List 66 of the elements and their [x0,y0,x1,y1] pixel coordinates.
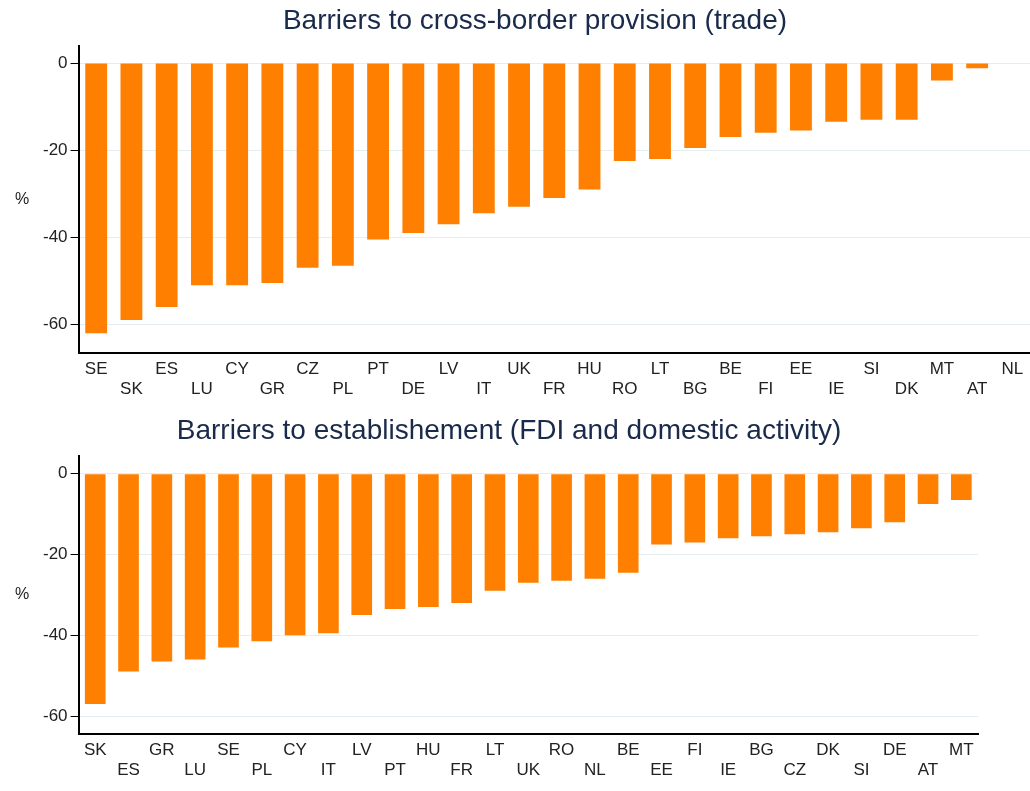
y-tick-label: 0 [58,52,68,72]
x-tick-label: IE [720,760,737,780]
x-tick-label: IT [476,379,492,399]
x-tick-label: EE [650,760,673,780]
x-tick-label: NL [584,760,606,780]
x-tick-label: LU [191,379,213,399]
x-tick-label: DK [894,379,920,399]
x-tick-label: FR [450,760,473,780]
x-tick-label: ES [155,359,179,379]
x-tick-label: SE [84,359,108,379]
chart-title: Barriers to establishement (FDI and domestic activity) [176,413,842,445]
x-tick-label: GR [149,740,175,760]
x-tick-label: RO [612,379,638,399]
x-tick-label: LV [351,740,373,760]
x-tick-label: PL [251,760,273,780]
x-tick-label: CY [283,740,307,760]
x-tick-label: HU [577,359,602,379]
x-tick-label: SE [217,740,240,760]
x-tick-label: RO [548,740,575,760]
x-tick-label: LT [650,359,670,379]
x-tick-label: NL [1001,359,1024,379]
y-tick-label: -60 [42,705,68,725]
x-tick-label: LV [438,359,459,379]
x-tick-label: CZ [296,359,319,379]
x-tick-label: DE [401,379,426,399]
x-tick-label: SK [83,740,108,760]
x-tick-label: IE [828,379,845,399]
x-tick-label: FI [687,740,703,760]
x-tick-label: AT [917,760,939,780]
y-tick-label: -60 [42,314,68,334]
x-tick-label: SI [863,359,880,379]
x-tick-label: ES [117,760,140,780]
x-tick-label: IT [320,760,336,780]
x-tick-label: SK [120,379,144,399]
x-tick-label: CY [225,359,249,379]
x-tick-label: LT [485,740,505,760]
x-tick-label: PL [332,379,354,399]
x-tick-label: MT [949,740,974,760]
x-tick-label: FI [758,379,774,399]
y-tick-label: -20 [42,544,68,564]
x-tick-label: AT [966,379,988,399]
x-tick-label: SI [853,760,870,780]
x-tick-label: DE [882,740,907,760]
y-tick-label: -20 [42,139,68,159]
x-tick-label: LU [184,760,207,780]
x-tick-label: HU [416,740,441,760]
x-tick-label: BE [719,359,742,379]
x-tick-label: EE [789,359,813,379]
x-tick-label: BE [616,740,640,760]
y-tick-label: -40 [42,624,68,644]
x-tick-label: DK [816,740,841,760]
x-tick-label: CZ [783,760,807,780]
x-tick-label: BG [682,379,708,399]
x-tick-label: PT [384,760,406,780]
x-tick-label: BG [749,740,774,760]
x-tick-label: FR [542,379,566,399]
y-axis-title: % [14,585,30,603]
x-tick-label: UK [516,760,541,780]
y-axis-title: % [14,189,30,207]
x-tick-label: GR [259,379,286,399]
chart-title: Barriers to cross-border provision (trade) [282,3,788,35]
x-tick-label: MT [929,359,955,379]
y-tick-label: -40 [42,226,68,246]
y-tick-label: 0 [58,463,68,483]
x-tick-label: UK [507,359,532,379]
x-tick-label: PT [367,359,389,379]
